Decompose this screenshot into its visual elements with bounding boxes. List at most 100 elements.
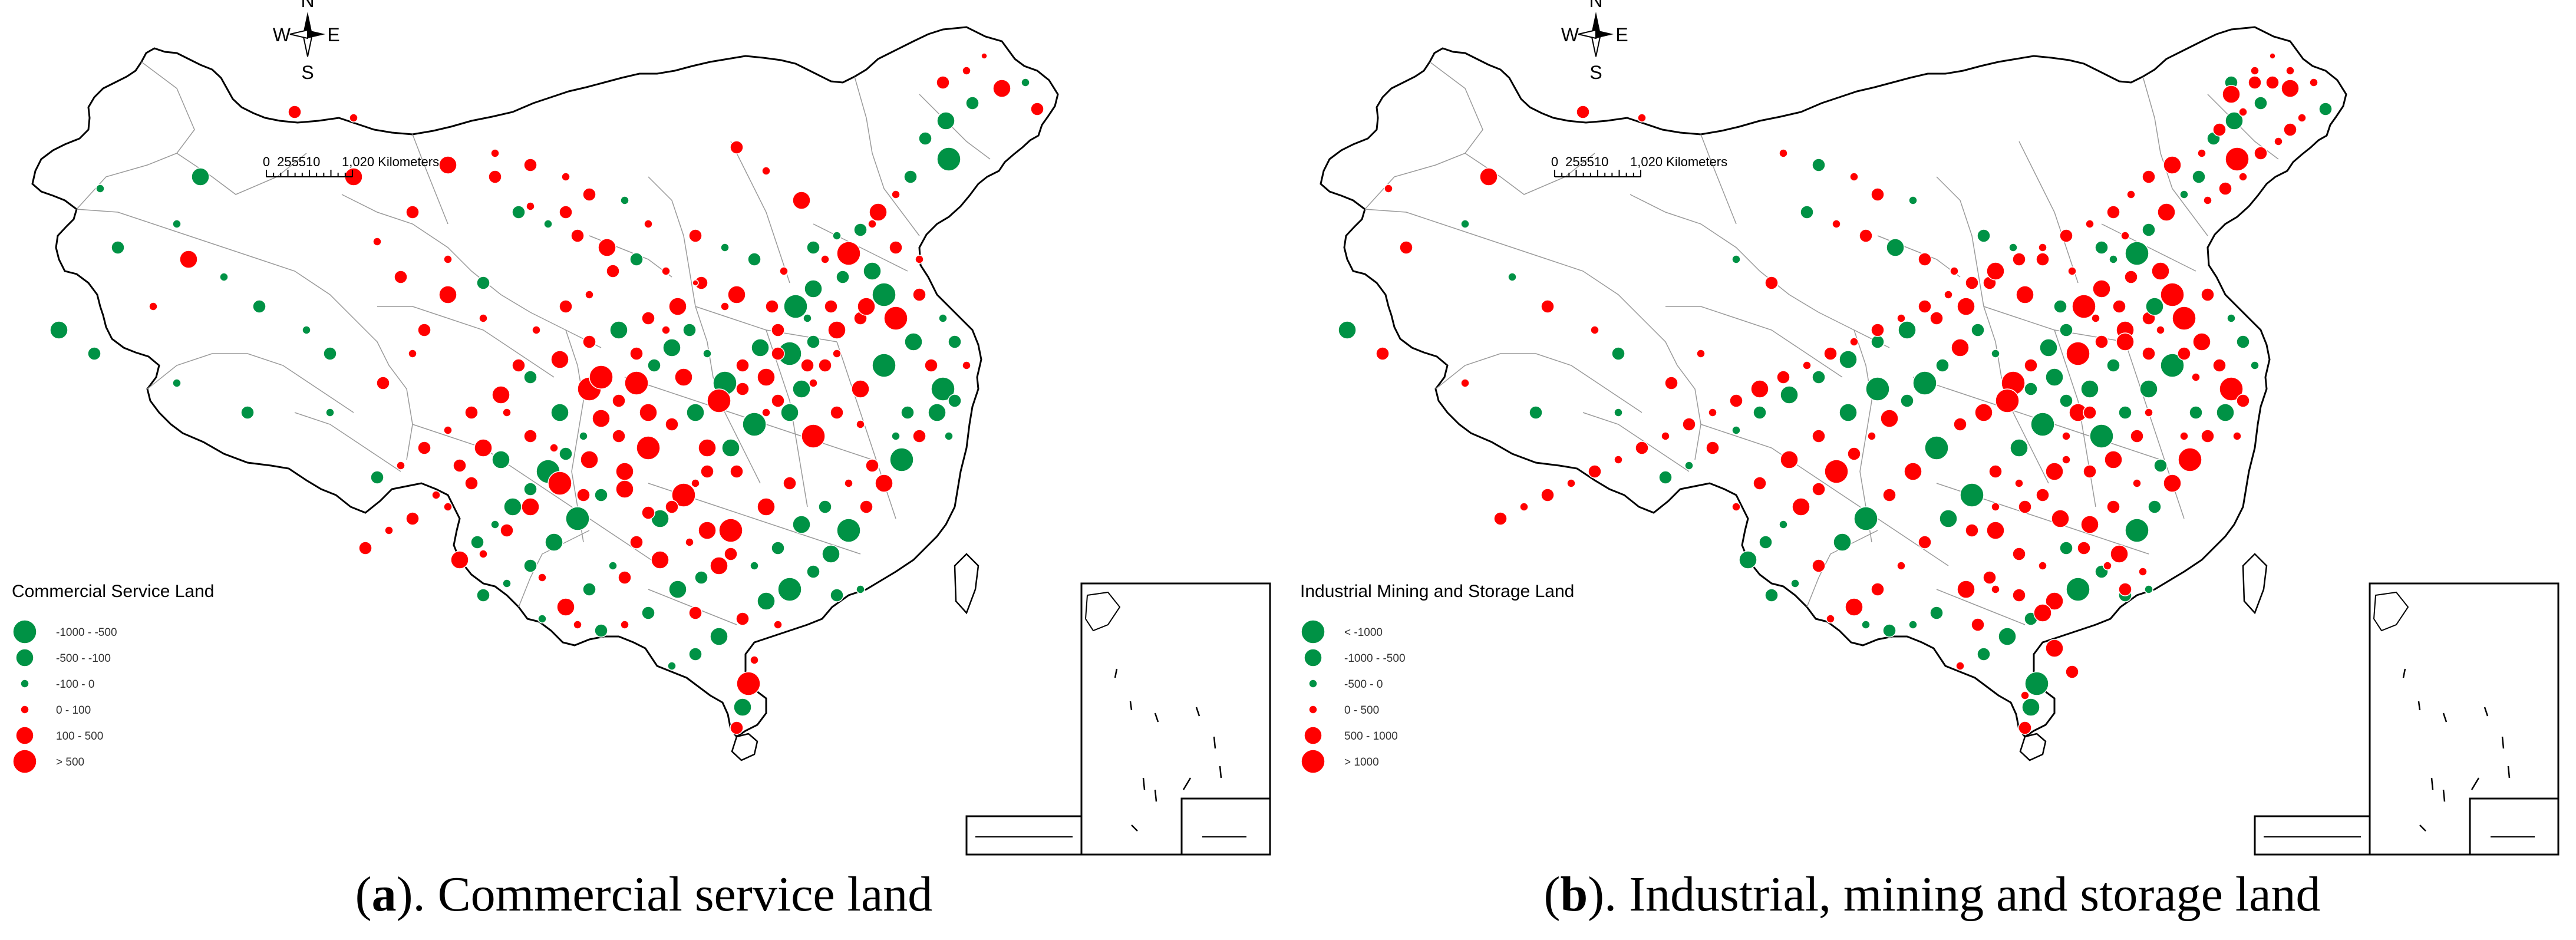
legend-title: Commercial Service Land [12,582,214,601]
map-symbol-increase [615,462,634,481]
compass-label-east: E [327,24,339,45]
map-symbol-decrease [710,627,728,646]
map-symbol-decrease [1611,347,1625,361]
map-symbol-decrease [579,431,588,441]
map-symbol-decrease [1924,436,1949,460]
map-symbol-increase [1731,502,1741,512]
map-symbol-decrease [2109,255,2118,264]
map-symbol-increase [1957,580,1975,599]
map-symbol-decrease [2145,297,2164,316]
map-symbol-increase [615,480,634,499]
map-panel-commercial-service-land: N S W E 0 255 510 1,020 Kilometers Commercial Se… [12,0,1271,922]
map-symbol-increase [2106,500,2120,514]
map-symbol-increase [1859,229,1873,243]
map-symbol-increase [674,368,693,387]
map-symbol-increase [639,403,658,422]
map-symbol-increase [665,417,679,431]
map-symbol-increase [2269,52,2276,60]
map-symbol-increase [405,205,420,219]
map-symbol-increase [2103,561,2112,570]
map-symbol-increase [417,441,431,455]
map-symbol-increase [1664,376,1678,390]
map-symbol-increase [1637,113,1647,123]
map-symbol-increase [629,535,644,549]
map-symbol-increase [1951,338,1970,357]
map-symbol-increase [2191,372,2201,382]
map-symbol-increase [479,314,488,323]
map-symbol-increase [707,388,731,413]
province-boundary [377,306,555,378]
legend-label: -1000 - -500 [56,626,117,639]
map-symbol-decrease [1977,647,1991,661]
map-symbol-increase [2104,450,2123,469]
map-symbol-increase [502,408,512,417]
scale-tick-label: 255 [1565,154,1587,169]
map-symbol-decrease [302,325,311,335]
map-symbol-increase [288,105,302,119]
map-symbol-increase [2120,231,2130,240]
map-symbol-increase [2238,107,2248,117]
map-symbol-increase [523,429,537,443]
map-symbol-increase [570,229,585,243]
map-symbol-increase [2219,377,2244,401]
map-symbol-increase [1918,535,1932,549]
map-symbol-increase [832,349,842,358]
map-symbol-decrease [2059,394,2073,408]
map-symbol-decrease [667,661,677,671]
map-symbol-increase [710,556,728,575]
map-symbol-increase [720,302,730,311]
map-symbol-increase [2126,190,2136,199]
map-symbol-decrease [1898,321,1917,339]
map-symbol-increase [573,620,582,629]
map-symbol-decrease [2030,412,2055,437]
map-symbol-increase [1706,441,1720,455]
map-symbol-increase [582,187,596,202]
province-boundary [518,530,590,608]
map-symbol-increase [688,229,702,243]
map-symbol-increase [1708,408,1717,417]
map-symbol-increase [443,426,453,435]
map-symbol-increase [2283,123,2297,137]
map-symbol-decrease [818,500,832,514]
map-symbol-increase [431,490,441,500]
map-symbol-increase [443,502,453,512]
legend-symbol [1301,619,1325,644]
map-symbol-increase [1764,276,1779,290]
map-symbol-decrease [889,447,914,472]
map-symbol-decrease [2160,353,2185,378]
map-symbol-increase [2067,266,2077,276]
map-symbol-increase [820,255,830,264]
map-symbol-increase [1904,462,1922,481]
map-symbol-increase [2091,314,2100,323]
legend-label: -500 - -100 [56,652,111,665]
map-symbol-increase [868,219,877,229]
map-symbol-decrease [1882,624,1896,638]
map-symbol-increase [1849,337,1859,347]
map-symbol-decrease [252,299,266,314]
scale-tick-label: 0 [263,154,270,169]
map-symbol-increase [2045,462,2064,481]
map-symbol-increase [2172,306,2196,331]
china-outline [1320,26,2347,738]
province-boundary [2018,141,2079,283]
map-symbol-increase [2236,394,2250,408]
map-symbol-decrease [512,205,526,219]
map-symbol-decrease [2021,698,2040,717]
map-symbol-decrease [856,585,865,594]
map-symbol-increase [771,347,785,361]
map-symbol-increase [2265,75,2280,90]
map-symbol-increase [651,550,669,569]
map-symbol-decrease [2254,96,2268,110]
province-boundary [730,141,790,283]
map-symbol-increase [1566,479,1576,488]
map-symbol-decrease [686,403,705,422]
map-symbol-decrease [2045,368,2064,387]
map-symbol-increase [405,512,420,526]
map-symbol-increase [2112,299,2126,314]
map-symbol-decrease [903,170,918,184]
map-symbol-increase [859,500,873,514]
map-symbol-increase [450,550,469,569]
map-symbol-increase [1991,585,2000,594]
map-symbol-decrease [172,378,182,388]
map-symbol-decrease [1731,255,1741,264]
